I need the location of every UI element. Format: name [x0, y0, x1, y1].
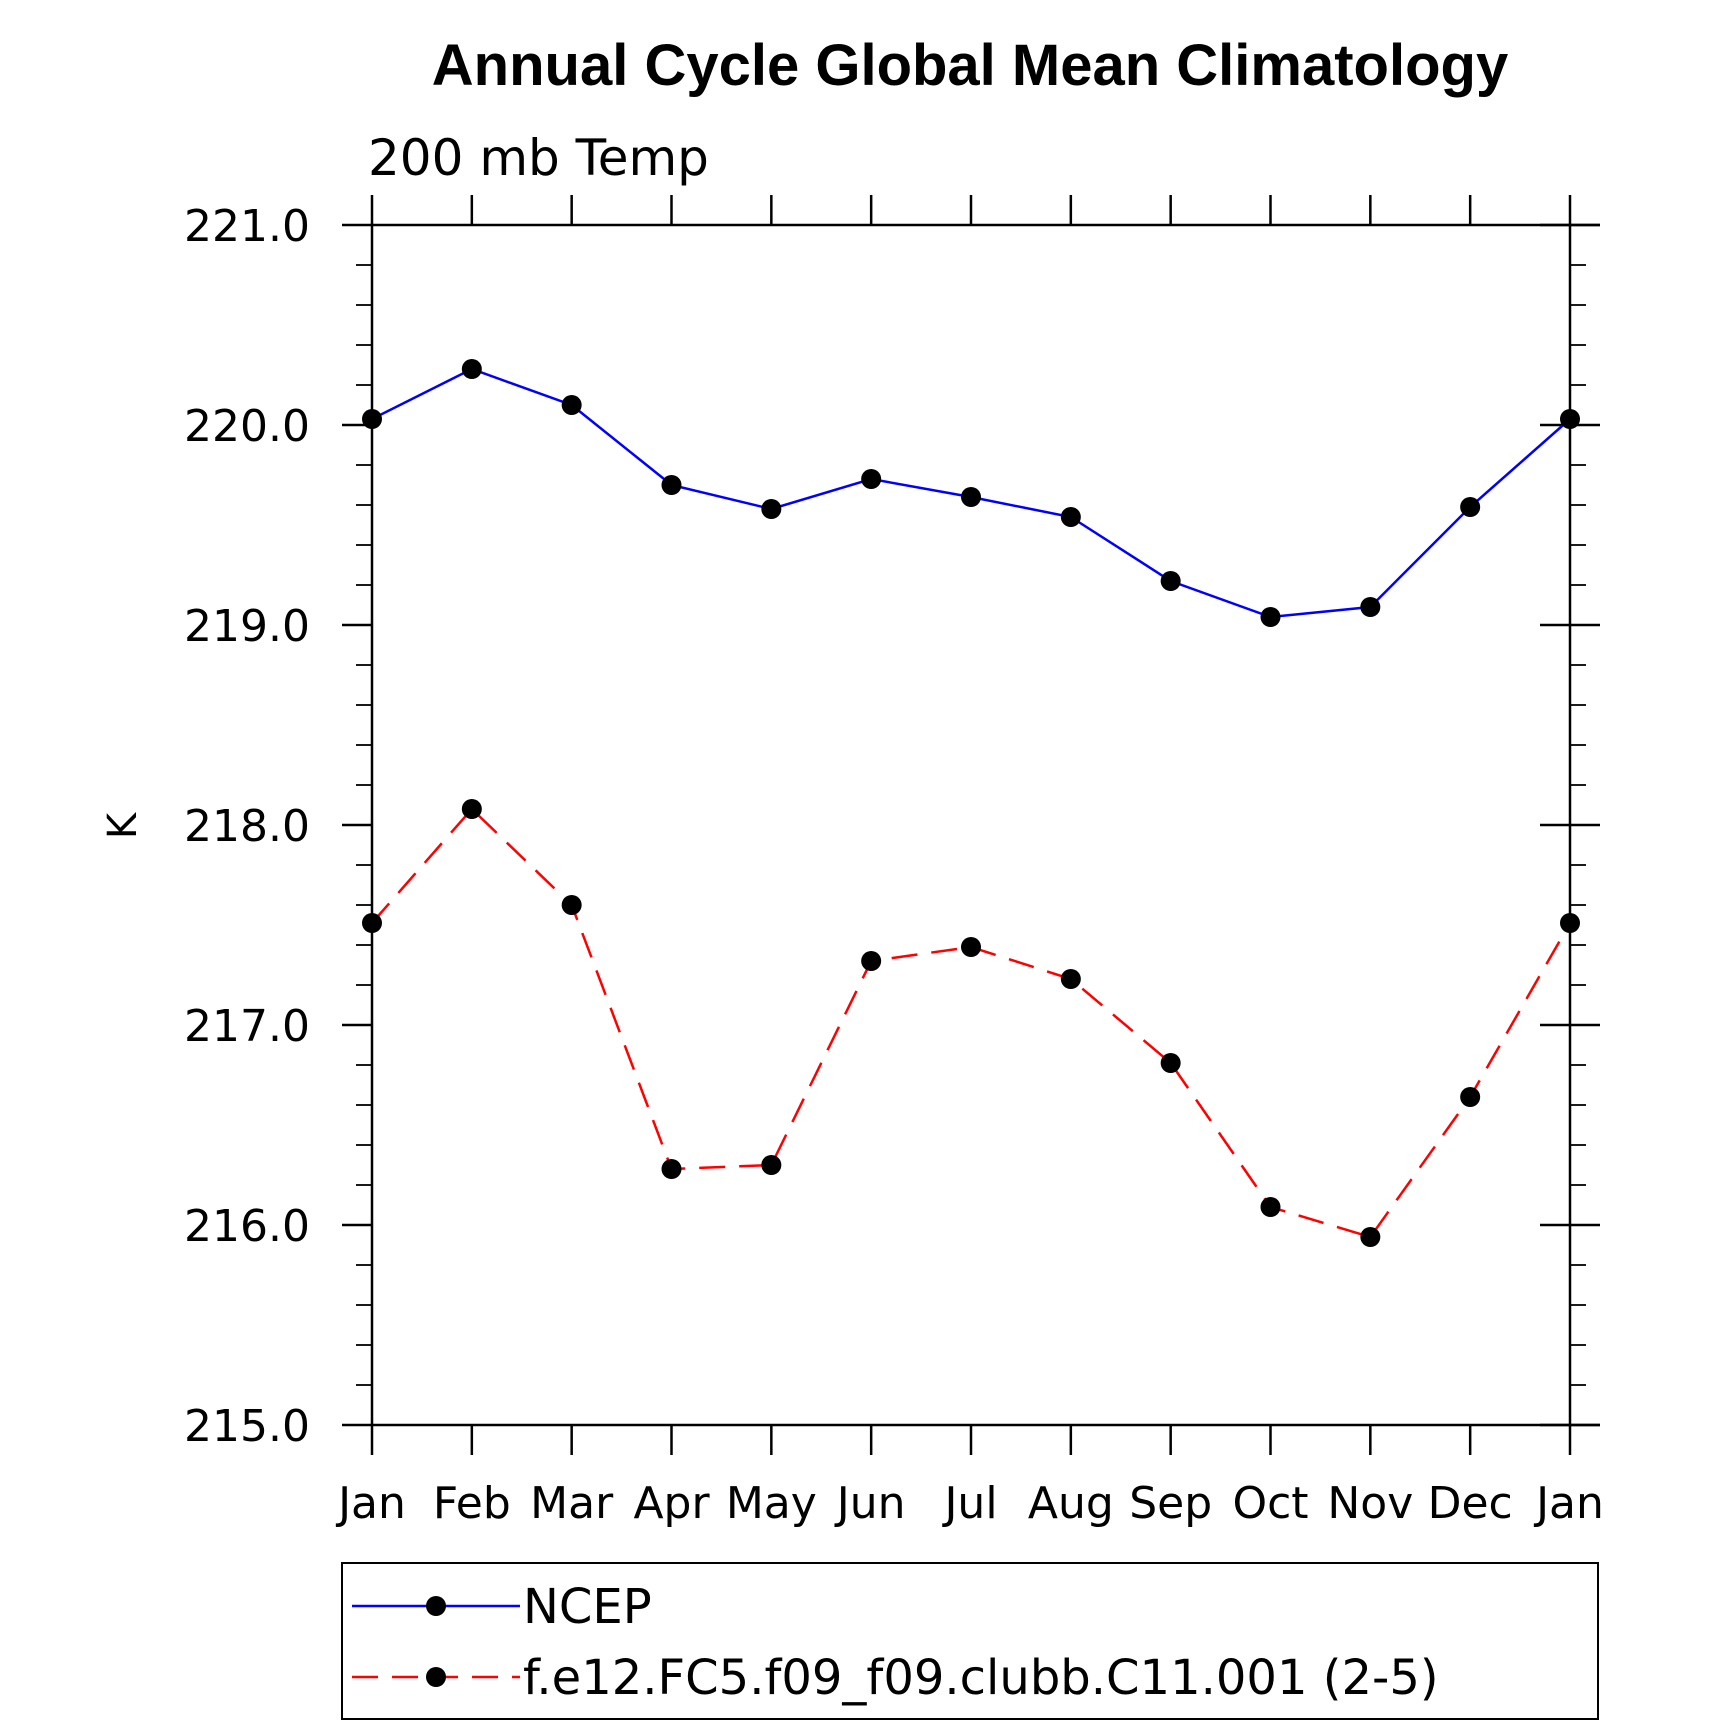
series-1-point — [1160, 571, 1181, 591]
x-tick-label: Aug — [1028, 1478, 1114, 1529]
series-2-point — [761, 1155, 782, 1175]
chart-title: Annual Cycle Global Mean Climatology — [432, 33, 1508, 98]
series-line-2 — [371, 807, 1572, 1239]
plot-frame — [370, 223, 1600, 1427]
x-tick-label: Apr — [633, 1478, 710, 1529]
legend-marker-2 — [426, 1667, 446, 1687]
y-tick-label: 216.0 — [184, 1201, 310, 1252]
series-2-point — [1460, 1087, 1481, 1107]
y-tick-label: 219.0 — [184, 601, 310, 652]
series-1-point — [1260, 607, 1281, 627]
series-1-point — [362, 409, 382, 429]
legend: NCEP f.e12.FC5.f09_f09.clubb.C11.001 (2-5… — [341, 1562, 1599, 1720]
series-2-point — [661, 1159, 682, 1179]
series-1-point — [1060, 507, 1081, 527]
series-2-point — [362, 913, 382, 933]
series-2-point — [561, 895, 582, 915]
y-tick-label: 217.0 — [184, 1001, 310, 1052]
series-2-point — [1560, 913, 1580, 933]
series-2-point — [1260, 1197, 1281, 1217]
y-axis: 215.0 216.0 217.0 218.0 219.0 220.0 221.0 — [184, 201, 1600, 1452]
series-layer — [362, 359, 1580, 1247]
legend-label-1: NCEP — [523, 1579, 652, 1635]
series-2-point — [461, 799, 482, 819]
series-1-point — [761, 499, 782, 519]
x-tick-label: Dec — [1428, 1478, 1513, 1529]
series-2-point — [1160, 1053, 1181, 1073]
series-1-point — [861, 469, 882, 489]
series-1-point — [661, 475, 682, 495]
x-tick-label: Jan — [1533, 1478, 1604, 1529]
series-1-point — [561, 395, 582, 415]
series-1-point — [1560, 409, 1580, 429]
series-2-point — [961, 937, 981, 957]
chart-subtitle: 200 mb Temp — [368, 129, 709, 187]
x-tick-label: May — [726, 1478, 817, 1529]
x-tick-label: Nov — [1327, 1478, 1413, 1529]
legend-label-2: f.e12.FC5.f09_f09.clubb.C11.001 (2-5) — [523, 1650, 1439, 1706]
x-tick-label: Oct — [1232, 1478, 1308, 1529]
x-tick-label: Mar — [530, 1478, 614, 1529]
x-tick-label: Feb — [433, 1478, 511, 1529]
x-tick-label: Sep — [1129, 1478, 1212, 1529]
x-tick-label: Jul — [941, 1478, 997, 1529]
y-tick-label: 218.0 — [184, 801, 310, 852]
x-tick-label: Jan — [335, 1478, 406, 1529]
series-1-point — [1460, 497, 1481, 517]
x-tick-label: Jun — [834, 1478, 906, 1529]
series-1-point — [961, 487, 981, 507]
y-axis-label: K — [100, 811, 146, 839]
series-1-point — [461, 359, 482, 379]
legend-box — [341, 1562, 1599, 1720]
series-1-point — [1360, 597, 1381, 617]
legend-marker-1 — [426, 1596, 446, 1616]
series-2-point — [1060, 969, 1081, 989]
series-2-point — [1360, 1227, 1381, 1247]
x-axis: Jan Feb Mar Apr May Jun Jul Aug Sep Oct Nov Dec Jan — [335, 195, 1604, 1529]
y-tick-label: 221.0 — [184, 201, 310, 252]
y-tick-label: 220.0 — [184, 401, 310, 452]
series-2-point — [861, 951, 882, 971]
y-tick-label: 215.0 — [184, 1401, 310, 1452]
